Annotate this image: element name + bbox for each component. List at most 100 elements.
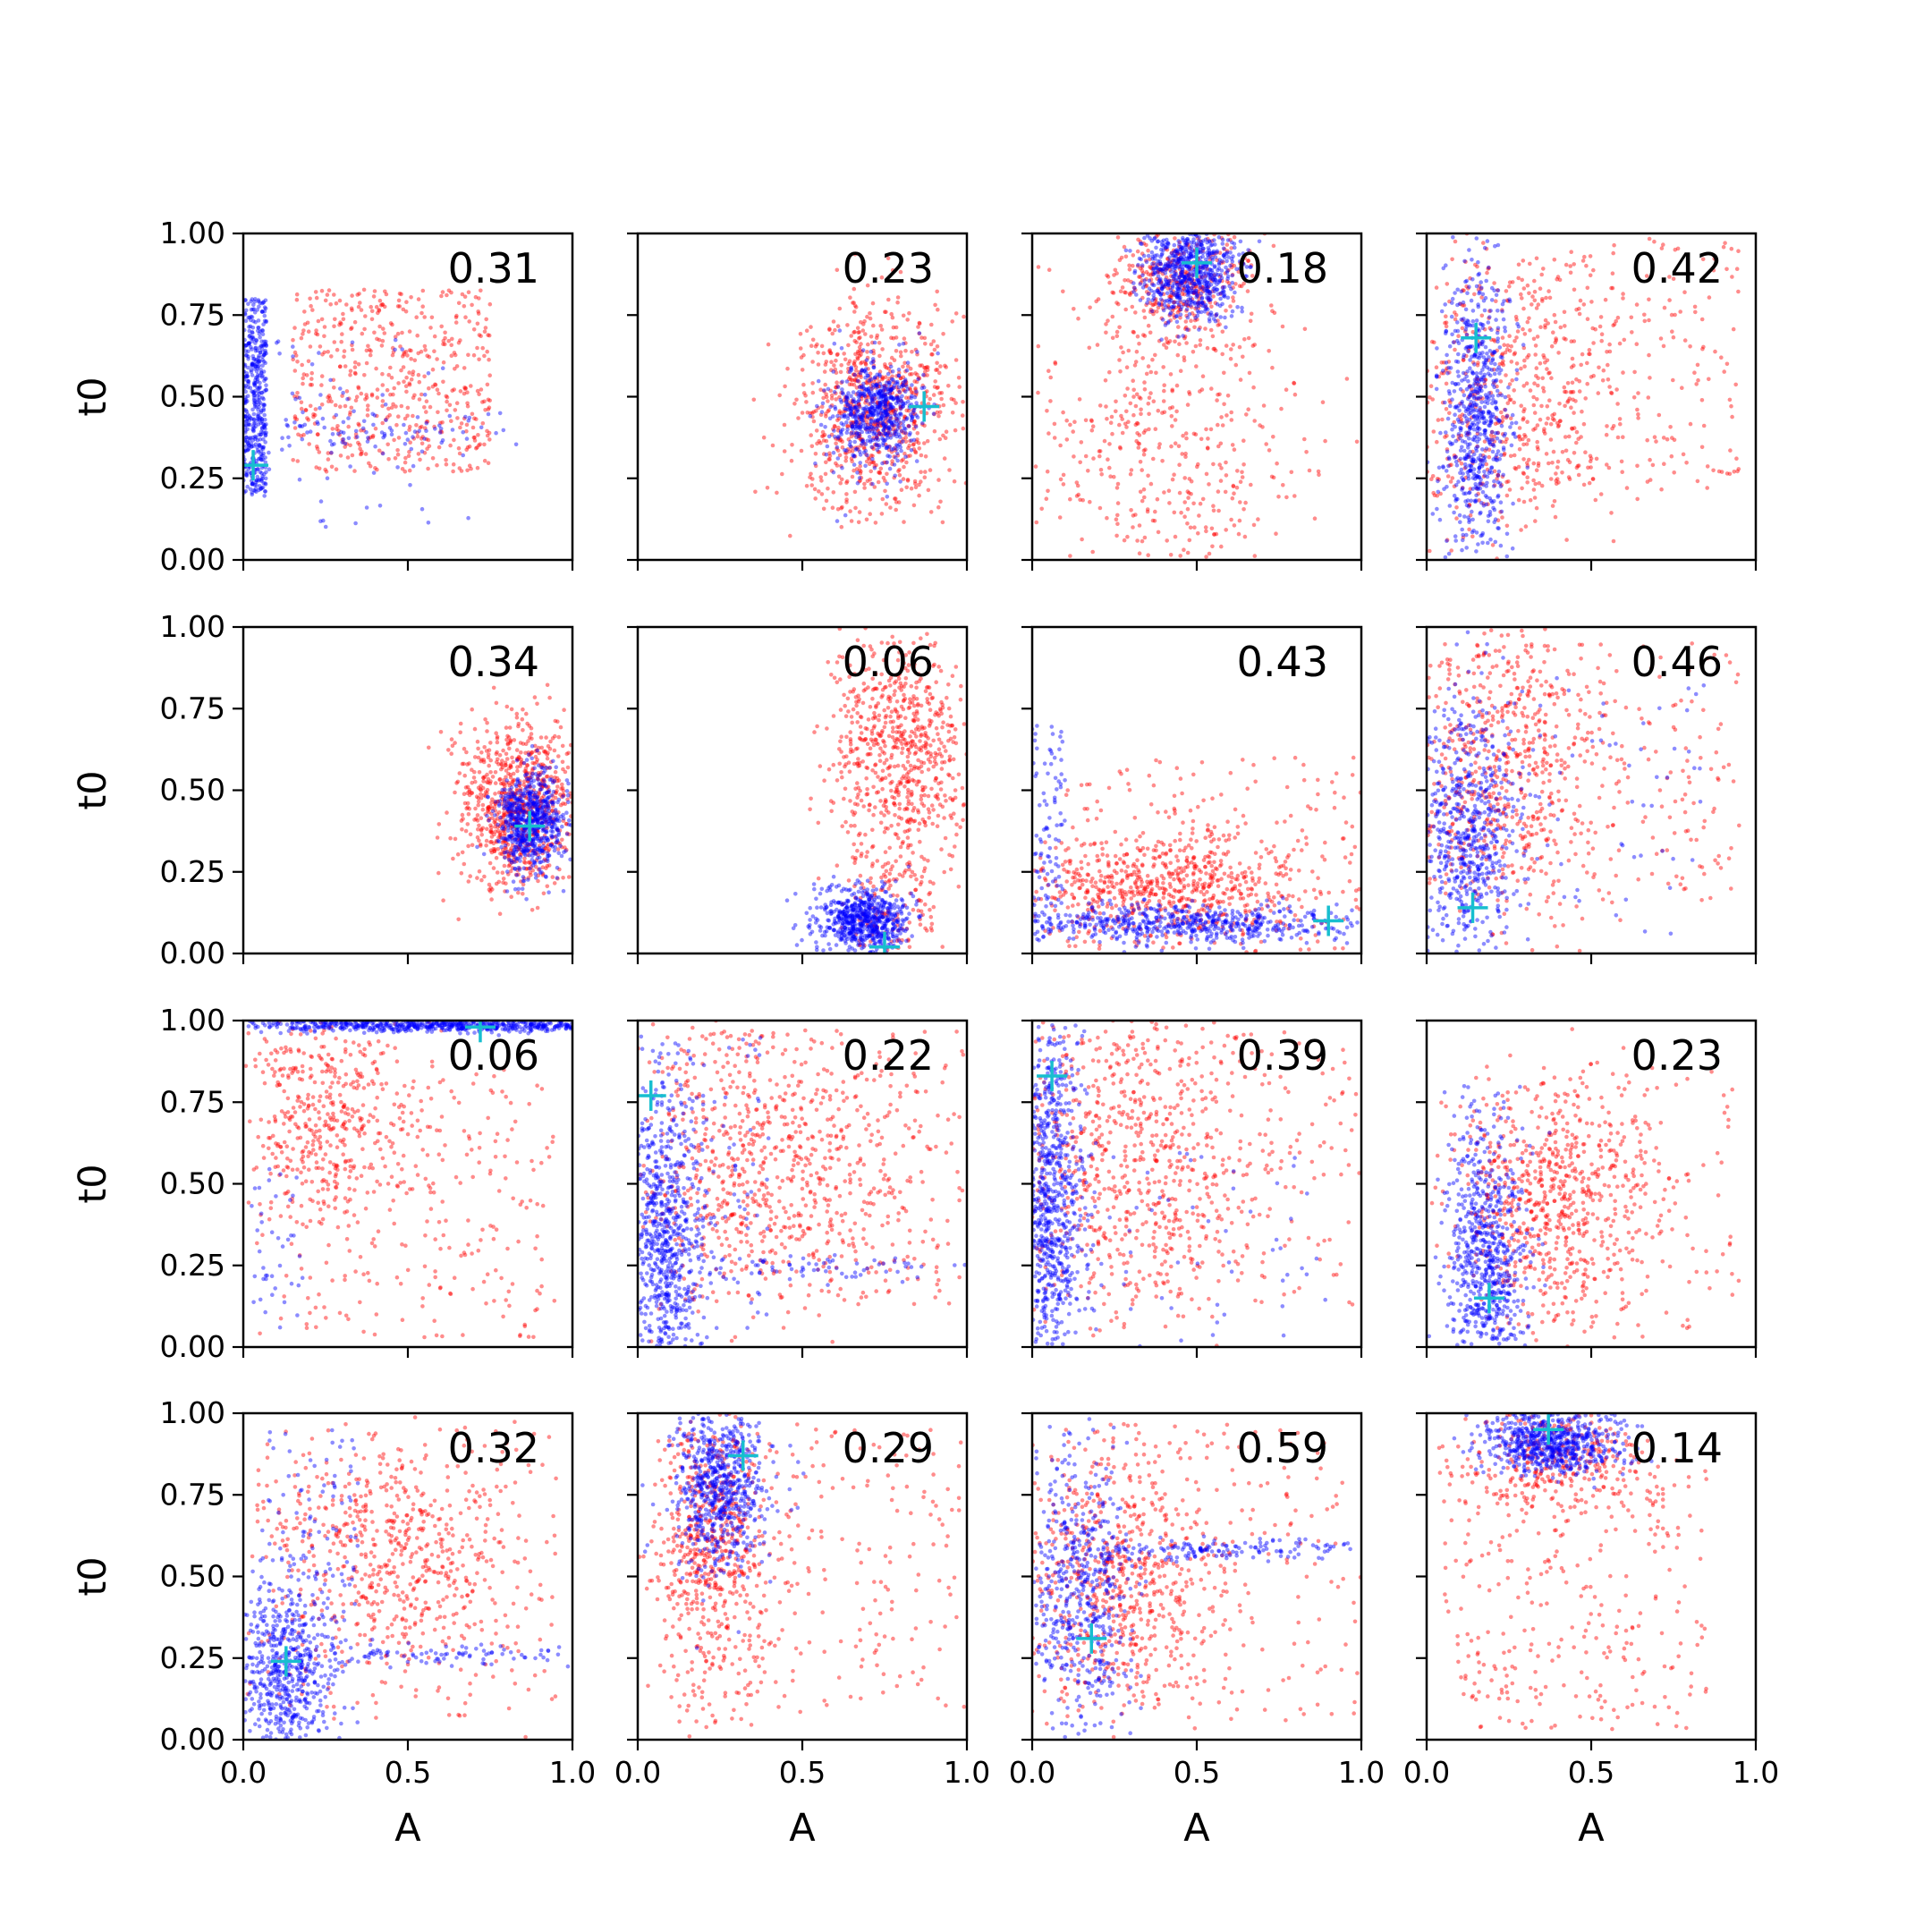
blue-point [871,365,877,370]
red-point [1617,341,1623,346]
red-point [1475,363,1480,368]
blue-point [813,461,818,466]
blue-point [1213,264,1217,268]
blue-point [250,373,255,377]
red-point [1563,324,1567,328]
red-point [1178,281,1183,286]
red-point [852,338,857,343]
red-point [1498,391,1503,396]
red-point [875,376,880,380]
blue-point [1186,278,1191,283]
blue-point [405,437,411,442]
blue-point [842,412,847,418]
red-point [896,469,901,474]
blue-point [258,401,263,405]
red-point [470,302,474,308]
blue-point [1208,310,1214,315]
blue-point [874,432,878,436]
red-point [1600,378,1606,383]
red-point [338,453,343,458]
red-point [859,396,864,402]
red-point [1077,397,1082,402]
red-point [1435,477,1440,481]
blue-point [853,405,859,410]
red-point [1187,245,1192,250]
blue-point [1176,257,1181,261]
red-point [894,500,899,504]
red-point [1553,514,1558,520]
red-point [1166,488,1172,493]
red-point [465,390,470,395]
red-point [1218,441,1224,446]
blue-point [1434,373,1439,378]
blue-point [250,481,255,486]
red-point [911,419,917,424]
blue-point [243,298,248,302]
red-point [1169,278,1174,284]
red-point [1519,292,1523,297]
blue-point [249,444,254,449]
red-point [916,325,920,329]
blue-point [1208,252,1212,257]
red-point [1206,446,1210,451]
blue-point [852,405,857,411]
red-point [1504,439,1508,445]
blue-point [872,340,877,345]
red-point [407,329,412,334]
red-point [1501,359,1505,364]
red-point [435,387,440,393]
red-point [1162,410,1167,415]
red-point [1587,480,1592,486]
red-point [464,428,469,434]
blue-point [346,416,351,420]
blue-point [1158,292,1164,298]
red-point [1490,442,1495,447]
red-point [922,423,927,428]
red-point [893,445,897,451]
red-point [1533,426,1538,431]
blue-point [859,391,864,396]
red-point [1441,371,1446,376]
blue-point [258,385,262,389]
red-point [885,365,889,370]
red-point [1607,349,1613,354]
red-point [1457,414,1462,419]
blue-point [1173,292,1178,298]
red-point [366,403,370,408]
blue-point [415,415,420,419]
red-point [783,384,787,389]
red-point [849,420,853,425]
blue-point [1180,245,1184,250]
red-point [1184,313,1189,318]
blue-point [858,427,862,432]
red-point [1078,460,1082,465]
red-point [407,382,412,387]
red-point [1526,352,1531,358]
blue-point [1212,238,1216,242]
blue-point [259,486,265,490]
red-point [1695,362,1700,368]
red-point [477,392,481,397]
blue-point [341,436,346,442]
red-point [404,300,409,305]
red-point [459,469,464,473]
blue-point [869,412,873,418]
red-point [1323,438,1327,444]
blue-point [1221,246,1226,251]
red-point [1499,483,1504,487]
red-point [454,401,460,406]
blue-point [250,347,254,352]
panel-4: 0.42 [1416,232,1758,571]
blue-point [1142,282,1147,287]
red-point [1198,265,1203,270]
blue-point [245,427,250,432]
red-point [1226,267,1231,273]
red-point [886,405,891,410]
red-point [1543,323,1547,328]
blue-point [1450,422,1455,428]
blue-point [1203,275,1208,279]
blue-point [250,492,255,497]
red-point [883,426,888,431]
blue-point [1175,249,1180,253]
red-point [1143,258,1148,263]
